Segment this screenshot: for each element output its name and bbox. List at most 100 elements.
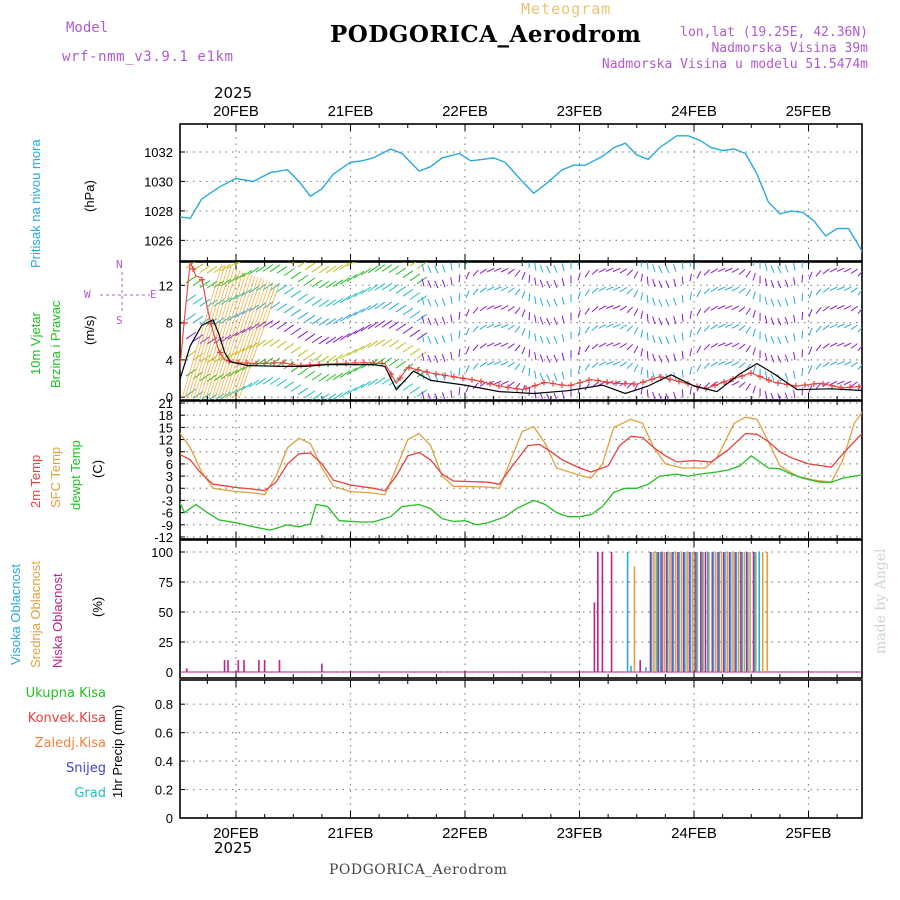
wind-arrow <box>283 287 295 295</box>
wind-arrow <box>388 358 400 367</box>
wind-arrow <box>633 308 639 316</box>
dewpoint-line <box>180 454 862 531</box>
wind-arrow <box>199 354 211 363</box>
wind-arrow <box>196 269 238 399</box>
wind-arrow <box>402 383 414 391</box>
wind-gust-marker <box>280 359 286 366</box>
wind-gust-marker <box>406 364 412 371</box>
wind-arrow <box>546 299 551 307</box>
wind-arrow <box>553 354 558 363</box>
wind-arrow <box>234 262 241 266</box>
pressure-unit: (hPa) <box>82 180 97 212</box>
wind-ytick-label: 0 <box>166 390 173 405</box>
wind-arrow <box>416 332 428 341</box>
wind-arrow <box>185 388 197 397</box>
wind-arrow <box>290 308 302 317</box>
wind-arrow <box>229 281 271 399</box>
wind-arrow <box>325 373 337 382</box>
wind-arrow <box>318 265 330 274</box>
wind-arrow <box>304 262 316 271</box>
wind-arrow <box>784 298 789 307</box>
wind-arrow <box>441 316 446 325</box>
temp-2m-line <box>180 432 862 492</box>
wind-arrow <box>508 254 514 259</box>
wind-arrow <box>367 265 379 274</box>
wind-arrow <box>402 270 414 278</box>
wind-gust-marker <box>397 375 403 382</box>
wind-arrow <box>665 355 670 363</box>
pressure-series-line <box>180 135 862 253</box>
wind-arrow <box>850 287 858 293</box>
wind-arrow <box>696 262 699 264</box>
wind-arrow <box>226 280 268 399</box>
wind-gust-marker <box>523 385 529 392</box>
wind-arrow <box>514 325 521 333</box>
wind-arrow <box>652 278 656 287</box>
wind-arrow <box>199 298 211 307</box>
x-axis-top-label: 21FEB <box>328 103 374 120</box>
precip-unit: 1hr Precip (mm) <box>110 704 125 798</box>
wind-arrow <box>465 327 470 336</box>
wind-arrow <box>339 351 351 360</box>
wind-arrow <box>465 262 468 265</box>
wind-arrow <box>808 365 813 373</box>
wind-arrow <box>208 273 250 399</box>
wind-arrow <box>681 369 684 378</box>
wind-arrow <box>263 250 273 257</box>
wind-arrow <box>822 343 830 349</box>
wind-arrow <box>703 306 710 313</box>
wind-arrow <box>269 357 281 366</box>
wind-arrow <box>665 265 670 274</box>
wind-arrow <box>458 349 461 358</box>
wind-arrow <box>421 263 425 272</box>
wind-arrow <box>227 294 239 303</box>
wind-arrow <box>836 267 845 272</box>
wind-arrow <box>220 391 232 400</box>
clouds-ytick-label: 0 <box>166 665 173 680</box>
x-axis-bottom-label: 24FEB <box>671 825 717 842</box>
wind-gust-marker <box>577 379 583 386</box>
wind-arrow <box>514 344 521 352</box>
wind-arrow <box>319 393 330 400</box>
wind-arrow <box>612 323 621 329</box>
temperature-ytick-label: 18 <box>159 408 173 423</box>
temperature-ytick-label: 9 <box>166 445 173 460</box>
wind-arrow <box>360 380 372 389</box>
wind-arrow <box>764 334 768 343</box>
wind-arrow <box>717 361 726 366</box>
wind-arrow <box>185 275 197 284</box>
wind-arrow <box>381 338 393 347</box>
wind-arrow <box>770 298 775 307</box>
wind-arrow <box>465 364 470 373</box>
wind-arrow <box>584 326 590 334</box>
wind-arrow <box>290 346 302 354</box>
wind-arrow <box>770 265 775 273</box>
temperature-ytick-label: 15 <box>159 420 173 435</box>
wind-gust-marker <box>487 380 493 387</box>
wind-arrow <box>276 321 288 330</box>
wind-arrow <box>801 330 804 339</box>
wind-arrow <box>710 268 719 274</box>
wind-arrow <box>539 264 544 273</box>
wind-arrow <box>434 336 439 345</box>
wind-arrow <box>539 354 544 363</box>
wind-arrow <box>764 371 768 380</box>
wind-arrow <box>752 262 755 266</box>
wind-arrow <box>837 253 844 256</box>
wind-arrow <box>493 380 502 385</box>
wind-arrow <box>665 336 670 345</box>
wind-arrow <box>561 390 565 399</box>
wind-arrow <box>192 334 204 342</box>
wind-arrow <box>332 279 344 288</box>
precip-ytick-label: 0.8 <box>155 697 173 712</box>
wind-arrow <box>801 349 804 358</box>
wind-arrow <box>673 278 677 287</box>
x-axis-bottom-label: 20FEB <box>213 825 259 842</box>
wind-arrow <box>227 262 239 269</box>
wind-arrow <box>190 266 232 399</box>
wind-arrow <box>500 342 509 348</box>
wind-arrow <box>823 254 829 259</box>
wind-arrow <box>269 320 281 329</box>
wind-arrow <box>857 270 862 277</box>
wind-arrow <box>815 344 822 352</box>
